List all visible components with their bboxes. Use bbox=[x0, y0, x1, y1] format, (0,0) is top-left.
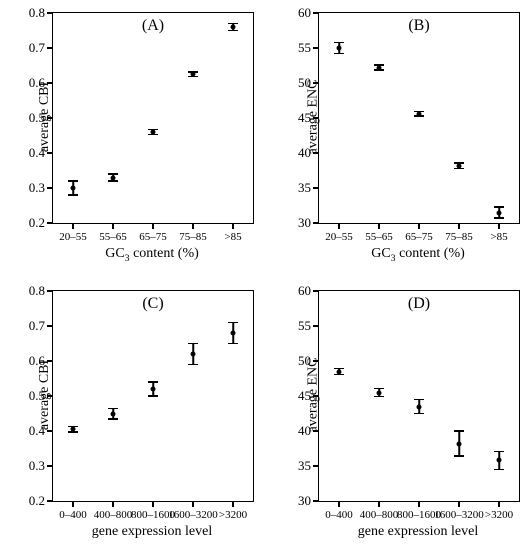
error-cap bbox=[454, 455, 464, 457]
data-point bbox=[191, 72, 196, 77]
error-cap bbox=[414, 413, 424, 415]
error-cap bbox=[68, 194, 78, 196]
xtick-label: 55–65 bbox=[365, 223, 393, 243]
ytick-label: 55 bbox=[298, 318, 319, 334]
data-point bbox=[337, 369, 342, 374]
data-point bbox=[497, 458, 502, 463]
data-point bbox=[417, 404, 422, 409]
error-cap bbox=[334, 42, 344, 44]
xtick-label: >3200 bbox=[219, 501, 247, 521]
data-point bbox=[377, 390, 382, 395]
data-point bbox=[231, 331, 236, 336]
xtick-label: 75–85 bbox=[179, 223, 207, 243]
xtick-label: 75–85 bbox=[445, 223, 473, 243]
error-cap bbox=[148, 395, 158, 397]
ytick-label: 60 bbox=[298, 5, 319, 21]
data-point bbox=[337, 46, 342, 51]
xlabel-C: gene expression level bbox=[92, 524, 213, 540]
data-point bbox=[497, 210, 502, 215]
ytick-label: 30 bbox=[298, 493, 319, 509]
error-cap bbox=[188, 364, 198, 366]
figure-root: (A)0.20.30.40.50.60.70.820–5555–6565–757… bbox=[0, 0, 532, 544]
xtick-label: >85 bbox=[224, 223, 241, 243]
error-cap bbox=[68, 180, 78, 182]
xtick-label: 1600–3200 bbox=[168, 501, 218, 521]
ytick-label: 0.7 bbox=[29, 318, 53, 334]
ytick-label: 0.3 bbox=[29, 458, 53, 474]
ytick-label: 35 bbox=[298, 180, 319, 196]
error-cap bbox=[374, 388, 384, 390]
xtick-label: 0–400 bbox=[59, 501, 87, 521]
xlabel-B: GC3 content (%) bbox=[371, 246, 465, 264]
ytick-label: 55 bbox=[298, 40, 319, 56]
plot-area-B: (B)3035404550556020–5555–6565–7575–85>85 bbox=[318, 12, 520, 224]
error-cap bbox=[494, 469, 504, 471]
xtick-label: >3200 bbox=[485, 501, 513, 521]
data-point bbox=[377, 65, 382, 70]
error-cap bbox=[494, 206, 504, 208]
xtick-label: 400–800 bbox=[360, 501, 399, 521]
ylabel-D: average ENC bbox=[306, 357, 322, 432]
panel-title-C: (C) bbox=[142, 295, 163, 313]
error-cap bbox=[494, 451, 504, 453]
data-point bbox=[71, 186, 76, 191]
xtick-label: 1600–3200 bbox=[434, 501, 484, 521]
data-point bbox=[191, 352, 196, 357]
xtick-label: 20–55 bbox=[59, 223, 87, 243]
ytick-label: 0.2 bbox=[29, 493, 53, 509]
data-point bbox=[417, 111, 422, 116]
error-cap bbox=[108, 180, 118, 182]
xtick-label: 65–75 bbox=[139, 223, 167, 243]
error-cap bbox=[148, 381, 158, 383]
ylabel-C: average CBI bbox=[37, 360, 53, 430]
data-point bbox=[151, 130, 156, 135]
error-cap bbox=[228, 322, 238, 324]
data-point bbox=[71, 427, 76, 432]
panel-title-D: (D) bbox=[408, 295, 430, 313]
error-cap bbox=[334, 53, 344, 55]
ytick-label: 0.8 bbox=[29, 283, 53, 299]
error-cap bbox=[494, 217, 504, 219]
ytick-label: 35 bbox=[298, 458, 319, 474]
xtick-label: 400–800 bbox=[94, 501, 133, 521]
plot-area-C: (C)0.20.30.40.50.60.70.80–400400–800800–… bbox=[52, 290, 254, 502]
data-point bbox=[457, 441, 462, 446]
ytick-label: 0.2 bbox=[29, 215, 53, 231]
ytick-label: 0.8 bbox=[29, 5, 53, 21]
xlabel-D: gene expression level bbox=[358, 524, 479, 540]
plot-area-D: (D)303540455055600–400400–800800–1600160… bbox=[318, 290, 520, 502]
data-point bbox=[231, 25, 236, 30]
ylabel-B: average ENC bbox=[306, 79, 322, 154]
ytick-label: 60 bbox=[298, 283, 319, 299]
xtick-label: 0–400 bbox=[325, 501, 353, 521]
error-cap bbox=[188, 343, 198, 345]
error-cap bbox=[454, 430, 464, 432]
ytick-label: 0.7 bbox=[29, 40, 53, 56]
error-cap bbox=[108, 418, 118, 420]
ytick-label: 30 bbox=[298, 215, 319, 231]
xtick-label: 20–55 bbox=[325, 223, 353, 243]
xtick-label: >85 bbox=[490, 223, 507, 243]
xtick-label: 55–65 bbox=[99, 223, 127, 243]
data-point bbox=[111, 175, 116, 180]
data-point bbox=[151, 387, 156, 392]
error-cap bbox=[374, 396, 384, 398]
error-cap bbox=[108, 408, 118, 410]
ylabel-A: average CBI bbox=[37, 82, 53, 152]
error-cap bbox=[228, 343, 238, 345]
data-point bbox=[457, 163, 462, 168]
xtick-label: 65–75 bbox=[405, 223, 433, 243]
ytick-label: 0.3 bbox=[29, 180, 53, 196]
error-cap bbox=[228, 30, 238, 32]
panel-title-B: (B) bbox=[408, 17, 429, 35]
panel-title-A: (A) bbox=[142, 17, 164, 35]
error-cap bbox=[414, 399, 424, 401]
data-point bbox=[111, 411, 116, 416]
xlabel-A: GC3 content (%) bbox=[105, 246, 199, 264]
plot-area-A: (A)0.20.30.40.50.60.70.820–5555–6565–757… bbox=[52, 12, 254, 224]
